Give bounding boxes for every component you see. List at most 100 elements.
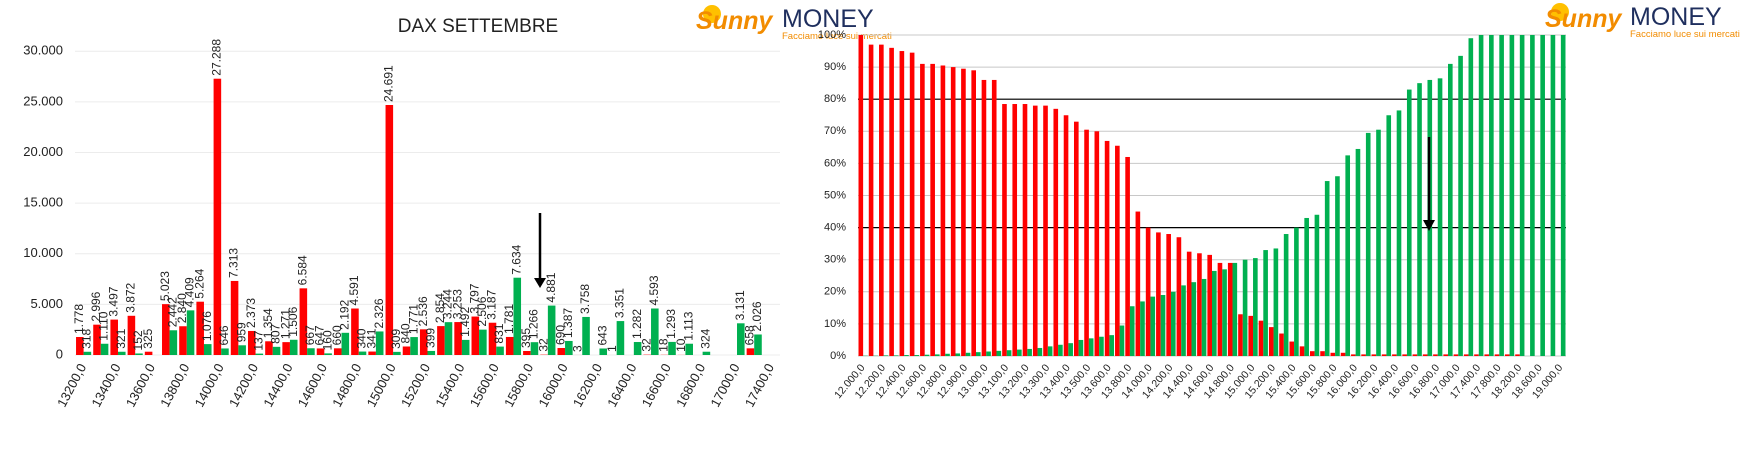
- bar: [144, 351, 153, 355]
- bar: [582, 316, 590, 355]
- logo-sun: [703, 5, 721, 23]
- bar: [1037, 347, 1043, 356]
- bar: [1458, 55, 1463, 357]
- bar: [333, 348, 342, 355]
- bar: [324, 353, 332, 355]
- data-label: 1.282: [630, 309, 644, 339]
- x-tick-label: 15600,0: [467, 361, 502, 410]
- data-label: 3.497: [106, 286, 120, 316]
- data-label: 1.266: [527, 309, 541, 339]
- data-label: 137: [252, 330, 266, 350]
- bar: [496, 346, 504, 355]
- bar: [1238, 314, 1243, 356]
- logo-sun: [1551, 3, 1569, 21]
- y-tick-label: 10%: [824, 318, 846, 330]
- bar: [996, 350, 1002, 356]
- y-tick-label: 25.000: [23, 93, 63, 108]
- bar: [1268, 327, 1274, 356]
- bar: [1191, 282, 1197, 356]
- data-label: 4.409: [183, 277, 197, 307]
- bar: [1335, 176, 1340, 356]
- bar: [1283, 234, 1289, 356]
- data-label: 4.881: [544, 272, 558, 302]
- y-tick-label: 10.000: [23, 245, 63, 260]
- data-label: 1.387: [561, 308, 575, 338]
- data-label: 1.293: [664, 309, 678, 339]
- bar: [162, 304, 170, 355]
- bar: [940, 65, 946, 357]
- bar: [651, 308, 659, 355]
- bar: [1519, 35, 1525, 356]
- bar: [1166, 234, 1171, 356]
- data-label: 395: [519, 328, 533, 348]
- bar: [1351, 354, 1356, 356]
- bar: [1392, 354, 1397, 356]
- bar: [955, 353, 961, 356]
- bar: [965, 352, 971, 356]
- bar: [1043, 105, 1048, 357]
- bar: [488, 322, 497, 355]
- data-label: 2.854: [433, 293, 447, 323]
- data-label: 1.781: [502, 304, 516, 334]
- bar: [1294, 227, 1299, 356]
- data-label: 3.253: [450, 289, 464, 319]
- bar: [1201, 278, 1207, 356]
- bar: [685, 343, 693, 355]
- bar: [971, 70, 976, 356]
- bar: [316, 348, 325, 355]
- y-tick-label: 100%: [818, 29, 846, 41]
- y-tick-label: 0: [56, 346, 63, 361]
- data-label: 27.288: [210, 39, 224, 76]
- data-label: 160: [320, 330, 334, 350]
- bar: [1484, 354, 1490, 356]
- data-label: 1: [605, 345, 619, 352]
- bar: [1381, 354, 1387, 356]
- data-label: 2.026: [750, 301, 764, 331]
- bar: [1053, 108, 1059, 356]
- bar: [351, 308, 359, 355]
- bar: [1115, 145, 1120, 356]
- bar: [858, 35, 864, 356]
- bar: [1125, 156, 1130, 356]
- y-tick-label: 30%: [824, 254, 846, 266]
- data-label: 3.187: [485, 289, 499, 319]
- bar: [1324, 181, 1330, 356]
- bar: [930, 63, 935, 356]
- bar: [1176, 237, 1182, 356]
- bar: [1063, 115, 1069, 356]
- x-tick-label: 14400,0: [260, 361, 295, 410]
- bar: [1433, 354, 1438, 356]
- logo-name: MONEY: [782, 5, 874, 33]
- bar: [1160, 295, 1166, 356]
- bar: [1504, 354, 1510, 356]
- bar: [633, 342, 642, 355]
- logo: Sunny MONEY Facciamo luce sui mercati: [696, 5, 892, 42]
- data-label: 6.584: [296, 255, 310, 285]
- bar: [247, 330, 256, 355]
- bar: [341, 332, 350, 355]
- data-label: 5.023: [158, 271, 172, 301]
- bar: [1365, 132, 1371, 356]
- logo-brand: Sunny: [1545, 5, 1622, 33]
- bar: [1330, 352, 1336, 356]
- data-label: 32: [536, 338, 550, 352]
- bar: [914, 355, 920, 356]
- data-label: 3.131: [733, 290, 747, 320]
- bar: [1314, 214, 1320, 356]
- bar: [1345, 155, 1351, 356]
- y-tick-label: 70%: [824, 125, 846, 137]
- bar: [471, 316, 480, 355]
- data-label: 3.797: [467, 283, 481, 313]
- bar: [135, 353, 143, 355]
- bar: [909, 52, 915, 356]
- bar: [1094, 131, 1100, 356]
- bar: [1489, 35, 1494, 356]
- bar: [1258, 320, 1264, 356]
- data-label: 3.758: [578, 284, 592, 314]
- bar: [868, 44, 874, 356]
- bar: [1088, 338, 1094, 356]
- bar: [1135, 211, 1141, 356]
- bar: [737, 323, 745, 355]
- x-tick-label: 15200,0: [398, 361, 433, 410]
- x-tick-label: 17000,0: [707, 361, 742, 410]
